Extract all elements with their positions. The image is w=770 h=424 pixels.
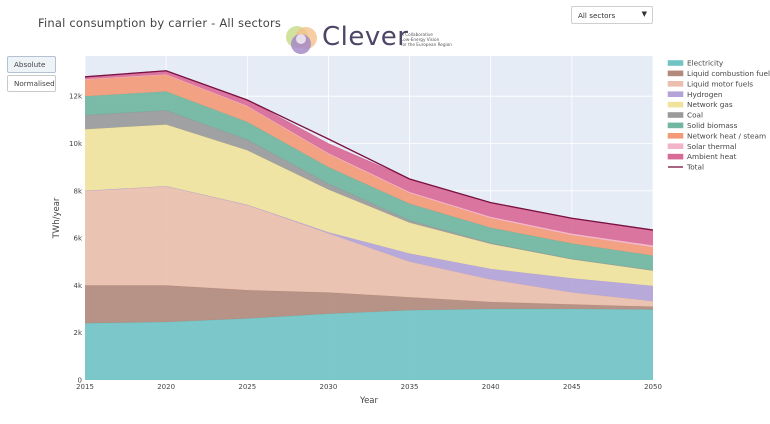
legend-label-network-heat-steam[interactable]: Network heat / steam (687, 131, 766, 140)
x-tick-label: 2040 (482, 383, 500, 391)
clever-leaf-icon (286, 26, 317, 54)
absolute-button[interactable]: Absolute (7, 56, 56, 73)
logo-wordmark: Clever (322, 22, 409, 52)
legend-swatch-ambient-heat (667, 153, 684, 160)
legend-label-electricity[interactable]: Electricity (687, 59, 724, 68)
x-tick-label: 2015 (76, 383, 94, 391)
legend-label-solid-biomass[interactable]: Solid biomass (687, 121, 738, 130)
area-liquid-combustion-fuels (85, 285, 653, 324)
legend-swatch-hydrogen (667, 91, 684, 97)
legend-label-liquid-motor-fuels[interactable]: Liquid motor fuels (687, 79, 753, 88)
legend-swatch-solid-biomass (667, 122, 684, 129)
x-tick-label: 2045 (563, 383, 581, 391)
y-tick-label: 6k (73, 235, 82, 243)
sector-select-value: All sectors (578, 11, 616, 20)
x-tick-label: 2020 (157, 383, 175, 391)
legend-swatch-liquid-combustion-fuels (667, 70, 684, 77)
sector-select[interactable]: All sectors ▼ (571, 6, 653, 24)
x-tick-label: 2030 (320, 383, 338, 391)
x-tick-label: 2050 (644, 383, 662, 391)
legend-swatch-network-gas (667, 101, 684, 108)
legend-label-coal[interactable]: Coal (687, 111, 703, 120)
y-tick-label: 12k (69, 93, 83, 101)
area-solid-biomass (85, 91, 653, 271)
legend-label-network-gas[interactable]: Network gas (687, 100, 733, 109)
logo-tagline: A Collaborative Low-Energy Vision for th… (401, 32, 461, 48)
area-electricity (85, 309, 653, 380)
logo-tagline-line: Low-Energy Vision (401, 37, 440, 43)
y-tick-label: 0 (78, 377, 82, 385)
x-axis-label: Year (359, 396, 379, 406)
legend-label-hydrogen[interactable]: Hydrogen (687, 90, 723, 99)
area-network-gas (85, 124, 653, 286)
area-hydrogen (85, 186, 653, 302)
y-tick-label: 2k (73, 329, 82, 337)
legend-label-ambient-heat[interactable]: Ambient heat (687, 152, 737, 161)
logo-tagline-line: A Collaborative (401, 32, 433, 37)
caret-down-icon: ▼ (641, 10, 647, 18)
legend-swatch-coal (667, 112, 684, 118)
legend-label-total[interactable]: Total (686, 163, 704, 172)
area-liquid-motor-fuels (85, 186, 653, 307)
y-tick-label: 8k (73, 187, 82, 195)
x-tick-label: 2035 (401, 383, 419, 391)
normalised-button[interactable]: Normalised (7, 75, 56, 92)
legend-swatch-electricity (667, 60, 684, 66)
total-line (84, 70, 654, 231)
logo-tagline-line: for the European Region (401, 42, 452, 48)
legend-swatch-solar-thermal (667, 143, 684, 149)
legend-label-liquid-combustion-fuels[interactable]: Liquid combustion fuels (687, 69, 770, 78)
area-ambient-heat (85, 70, 653, 246)
x-tick-label: 2025 (238, 383, 256, 391)
legend-swatch-liquid-motor-fuels (667, 81, 684, 87)
legend-swatch-network-heat-steam (667, 133, 684, 139)
legend-label-solar-thermal[interactable]: Solar thermal (687, 142, 736, 151)
y-tick-label: 10k (69, 140, 83, 148)
y-tick-label: 4k (73, 282, 82, 290)
page-title: Final consumption by carrier - All secto… (38, 16, 282, 30)
y-axis-label: TWh/year (52, 197, 62, 239)
